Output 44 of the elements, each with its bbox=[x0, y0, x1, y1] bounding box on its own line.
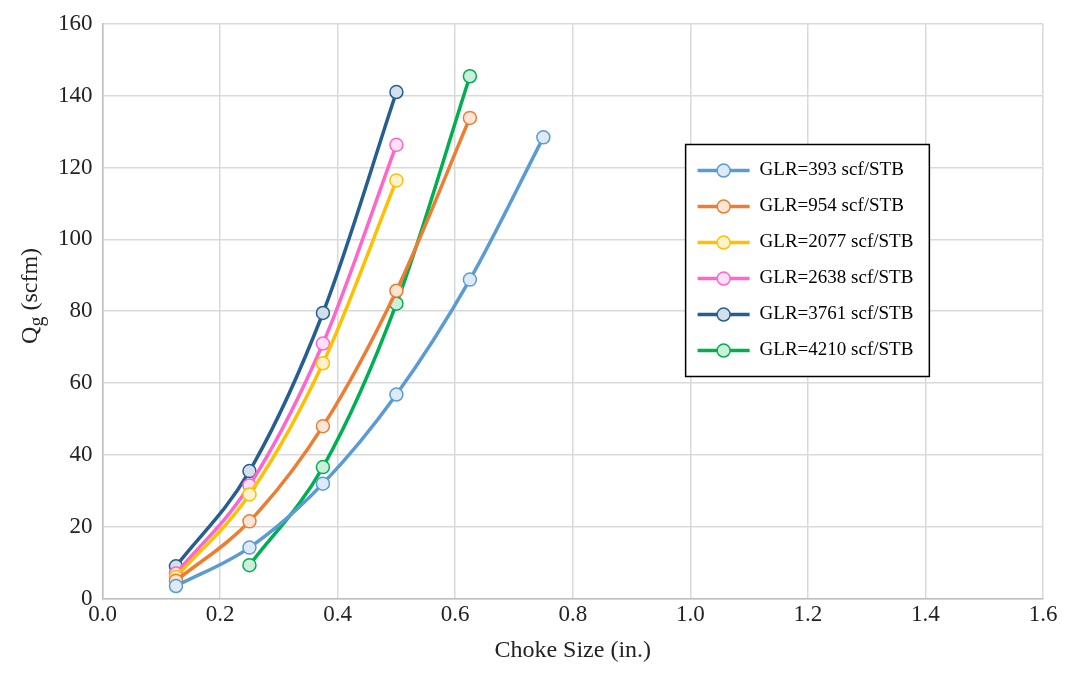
point bbox=[462, 272, 478, 287]
point bbox=[242, 463, 257, 479]
point bbox=[315, 336, 331, 351]
point bbox=[315, 476, 331, 491]
legend-label: GLR=3761 scf/STB bbox=[759, 302, 914, 324]
point bbox=[462, 69, 478, 84]
legend-label: GLR=393 scf/STB bbox=[759, 158, 904, 180]
x-tick-label: 0.4 bbox=[323, 601, 353, 627]
point bbox=[315, 459, 331, 475]
x-tick-label: 0.8 bbox=[558, 601, 588, 627]
legend-label: GLR=2638 scf/STB bbox=[759, 266, 914, 288]
point bbox=[462, 110, 478, 126]
point bbox=[315, 418, 331, 434]
x-tick-label: 0.2 bbox=[205, 601, 235, 627]
x-tick-label: 1.4 bbox=[911, 601, 941, 627]
point bbox=[389, 84, 404, 100]
point bbox=[389, 387, 404, 402]
x-tick-label: 1.0 bbox=[675, 601, 705, 627]
y-tick-label: 160 bbox=[58, 9, 93, 35]
point bbox=[242, 514, 257, 529]
point bbox=[315, 356, 331, 371]
point bbox=[242, 540, 257, 555]
legend-label: GLR=4210 scf/STB bbox=[759, 338, 914, 360]
y-tick-label: 100 bbox=[58, 225, 93, 251]
legend-label: GLR=954 scf/STB bbox=[759, 194, 904, 216]
y-tick-label: 120 bbox=[58, 153, 93, 179]
x-tick-label: 1.6 bbox=[1028, 601, 1058, 627]
y-tick-label: 40 bbox=[69, 440, 93, 466]
point bbox=[536, 130, 551, 145]
point bbox=[389, 137, 404, 153]
y-tick-label: 140 bbox=[58, 81, 93, 107]
x-tick-label: 1.2 bbox=[793, 601, 823, 627]
point bbox=[242, 487, 257, 502]
y-tick-label: 20 bbox=[69, 512, 93, 538]
y-tick-label: 60 bbox=[69, 369, 93, 395]
point bbox=[168, 578, 184, 594]
x-axis-title: Choke Size (in.) bbox=[494, 635, 652, 662]
point bbox=[389, 283, 404, 298]
point bbox=[242, 557, 257, 573]
x-tick-label: 0.6 bbox=[440, 601, 470, 627]
legend-label: GLR=2077 scf/STB bbox=[759, 230, 914, 252]
point bbox=[315, 305, 331, 321]
y-tick-label: 80 bbox=[69, 297, 93, 323]
point bbox=[389, 173, 404, 188]
